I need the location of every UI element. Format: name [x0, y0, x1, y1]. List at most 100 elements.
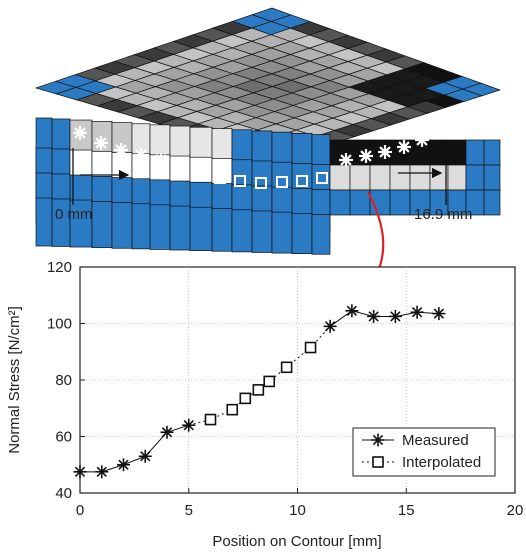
face-asterisk-marker [154, 153, 168, 167]
asterisk-stroke [411, 307, 423, 318]
face-asterisk-marker [73, 126, 87, 140]
front-face-cell [169, 205, 191, 251]
asterisk-stroke [74, 127, 86, 139]
front-face-cell [91, 201, 113, 249]
asterisk-stroke [340, 154, 352, 166]
face-asterisk-marker [134, 148, 148, 162]
interpolated-point [252, 384, 265, 396]
interpolated-point [280, 361, 293, 374]
legend-item-interpolated [362, 456, 394, 468]
face-square-marker [194, 166, 206, 178]
interpolated-point [226, 403, 239, 416]
right-face-cell [409, 164, 431, 191]
right-face-cell [429, 139, 449, 166]
x-tick-label: 5 [185, 502, 193, 519]
right-face-cell [483, 164, 501, 191]
right-face-cell [369, 164, 391, 191]
y-axis-title: Normal Stress [N/cm²] [6, 306, 23, 454]
y-tick-label: 120 [47, 259, 72, 276]
asterisk-stroke [161, 427, 173, 438]
face-asterisk-marker [339, 153, 353, 167]
front-face-cell [211, 208, 233, 252]
face-asterisk-marker [433, 125, 447, 139]
asterisk-stroke [96, 466, 107, 477]
asterisk-stroke [174, 158, 186, 170]
y-tick-label: 40 [55, 485, 72, 502]
asterisk-stroke [434, 126, 446, 138]
face-square-marker [234, 175, 246, 187]
front-face-cell [149, 204, 171, 250]
axis-ticks: 0 5 10 15 20 40 60 80 100 120 [47, 259, 523, 519]
face-asterisk-marker [397, 140, 411, 154]
y-tick-label: 60 [55, 429, 72, 446]
x-tick-label: 10 [289, 502, 306, 519]
measured-point [410, 305, 424, 319]
measured-point [367, 309, 381, 323]
right-face-cell [389, 189, 411, 216]
right-face-cell [329, 189, 351, 216]
legend: Measured Interpolated [352, 427, 496, 477]
measured-point [160, 425, 174, 439]
front-face-cell [271, 211, 293, 254]
asterisk-stroke [372, 434, 384, 446]
right-face-cell [465, 164, 485, 191]
measured-point [345, 304, 359, 318]
asterisk-stroke [324, 321, 336, 332]
front-face-cell [291, 213, 313, 255]
mesh-right-face [329, 139, 501, 216]
measured-point [117, 458, 130, 472]
front-face-cell [231, 209, 253, 253]
measured-point [95, 465, 109, 479]
right-face-cell [447, 139, 467, 166]
asterisk-stroke [118, 459, 129, 470]
series-layer [73, 304, 446, 479]
legend-marker-interpolated [372, 456, 384, 468]
measured-point [138, 449, 152, 463]
measured-point [388, 309, 402, 323]
measured-point [432, 307, 446, 321]
legend-marker-measured [371, 433, 385, 447]
contour-markers [73, 125, 447, 189]
asterisk-stroke [135, 149, 147, 161]
front-face-cell [35, 197, 53, 247]
asterisk-stroke [95, 137, 107, 149]
face-asterisk-marker [94, 136, 108, 150]
asterisk-stroke [390, 311, 401, 322]
face-asterisk-marker [114, 143, 128, 157]
asterisk-stroke [433, 308, 445, 319]
face-asterisk-marker [378, 145, 392, 159]
interpolated-point [304, 341, 317, 354]
interpolated-point [239, 392, 252, 405]
mesh-cell [461, 82, 502, 97]
legend-label-interpolated: Interpolated [402, 454, 481, 471]
contour-illustration: 0 mm 16.9 mm [34, 7, 502, 303]
mesh-front-face [35, 117, 331, 255]
measured-point [323, 319, 337, 333]
legend-box [352, 427, 496, 477]
right-face-cell [447, 164, 467, 191]
interpolated-point [263, 375, 276, 388]
asterisk-stroke [368, 311, 379, 322]
measured-point [73, 465, 87, 479]
front-face-cell [189, 206, 213, 251]
front-face-cell [131, 203, 151, 250]
stress-chart: 0 5 10 15 20 40 60 80 100 120 Position on Contour… [6, 259, 523, 550]
face-asterisk-marker [415, 133, 429, 147]
right-face-cell [429, 164, 449, 191]
grid-lines [80, 267, 515, 493]
end-position-label: 16.9 mm [414, 206, 472, 223]
legend-label-measured: Measured [402, 432, 469, 449]
face-square-marker [214, 172, 226, 184]
face-square-marker [316, 172, 328, 184]
measured-point [182, 418, 196, 432]
right-face-cell [349, 189, 371, 216]
x-tick-label: 20 [507, 502, 524, 519]
x-tick-label: 0 [76, 502, 84, 519]
front-face-cell [311, 214, 331, 255]
interpolated-point [204, 413, 217, 426]
front-face-cell [251, 210, 273, 253]
start-position-label: 0 mm [55, 206, 93, 223]
x-axis-title: Position on Contour [mm] [212, 533, 381, 550]
face-asterisk-marker [173, 157, 187, 171]
